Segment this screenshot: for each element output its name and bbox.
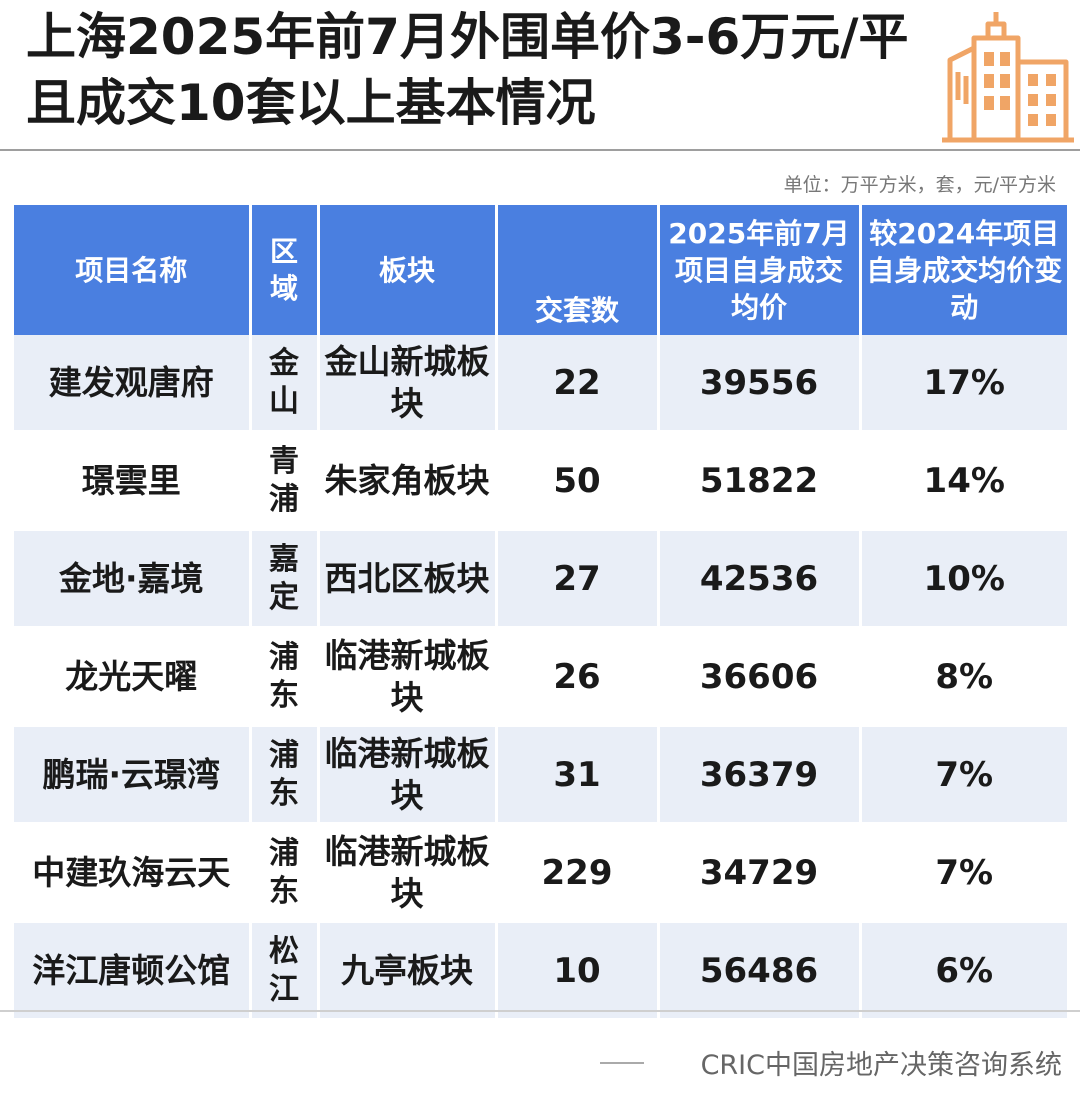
page-title: 上海2025年前7月外围单价3-6万元/平且成交10套以上基本情况 (26, 8, 909, 132)
cell-name: 金地·嘉境 (14, 529, 252, 629)
cell-block: 朱家角板块 (318, 431, 498, 531)
title-divider (0, 149, 1080, 151)
source-dash (600, 1062, 644, 1064)
cell-deals: 31 (496, 725, 660, 825)
cell-district: 嘉定 (250, 529, 320, 629)
cell-district: 松江 (250, 921, 320, 1021)
cell-block: 临港新城板块 (318, 627, 498, 727)
cell-change: 14% (860, 431, 1067, 531)
unit-note: 单位：万平方米，套，元/平方米 (783, 174, 1056, 196)
cell-block: 临港新城板块 (318, 725, 498, 825)
cell-district: 金山 (250, 335, 320, 433)
cell-name: 龙光天曜 (14, 627, 252, 727)
table-row: 鹏瑞·云璟湾 浦东 临港新城板块 31 36379 7% (14, 725, 1067, 825)
cell-change: 8% (860, 627, 1067, 727)
cell-change: 10% (860, 529, 1067, 629)
cell-deals: 27 (496, 529, 660, 629)
table-row: 洋江唐顿公馆 松江 九亭板块 10 56486 6% (14, 921, 1067, 1021)
building-icon (942, 12, 1074, 143)
table-header-row: 项目名称 区域 板块 交套数 2025年前7月项目自身成交均价 较2024年项目… (14, 205, 1067, 335)
cell-avg-price: 34729 (658, 823, 862, 923)
footer-divider (0, 1010, 1080, 1012)
cell-deals: 22 (496, 335, 660, 433)
cell-avg-price: 42536 (658, 529, 862, 629)
cell-name: 洋江唐顿公馆 (14, 921, 252, 1021)
cell-block: 临港新城板块 (318, 823, 498, 923)
cell-avg-price: 36379 (658, 725, 862, 825)
cell-deals: 50 (496, 431, 660, 531)
cell-district: 浦东 (250, 725, 320, 825)
cell-avg-price: 39556 (658, 335, 862, 433)
table-row: 建发观唐府 金山 金山新城板块 22 39556 17% (14, 335, 1067, 433)
header-change: 较2024年项目自身成交均价变动 (860, 205, 1067, 335)
cell-change: 7% (860, 823, 1067, 923)
data-table-container: 项目名称 区域 板块 交套数 2025年前7月项目自身成交均价 较2024年项目… (14, 205, 1067, 1021)
cell-district: 浦东 (250, 823, 320, 923)
header-deals: 交套数 (496, 205, 660, 335)
table-row: 金地·嘉境 嘉定 西北区板块 27 42536 10% (14, 529, 1067, 629)
cell-name: 鹏瑞·云璟湾 (14, 725, 252, 825)
cell-avg-price: 51822 (658, 431, 862, 531)
cell-name: 建发观唐府 (14, 335, 252, 433)
table-row: 龙光天曜 浦东 临港新城板块 26 36606 8% (14, 627, 1067, 727)
cell-change: 17% (860, 335, 1067, 433)
table-row: 中建玖海云天 浦东 临港新城板块 229 34729 7% (14, 823, 1067, 923)
cell-change: 7% (860, 725, 1067, 825)
cell-deals: 229 (496, 823, 660, 923)
cell-name: 璟雲里 (14, 431, 252, 531)
cell-block: 西北区板块 (318, 529, 498, 629)
header-name: 项目名称 (14, 205, 252, 335)
cell-name: 中建玖海云天 (14, 823, 252, 923)
header-block: 板块 (318, 205, 498, 335)
cell-change: 6% (860, 921, 1067, 1021)
cell-avg-price: 36606 (658, 627, 862, 727)
cell-deals: 10 (496, 921, 660, 1021)
table-body: 建发观唐府 金山 金山新城板块 22 39556 17% 璟雲里 青浦 朱家角板… (14, 335, 1067, 1021)
cell-block: 金山新城板块 (318, 335, 498, 433)
cell-block: 九亭板块 (318, 921, 498, 1021)
cell-district: 浦东 (250, 627, 320, 727)
table-row: 璟雲里 青浦 朱家角板块 50 51822 14% (14, 431, 1067, 531)
header-avg-price: 2025年前7月项目自身成交均价 (658, 205, 862, 335)
cell-avg-price: 56486 (658, 921, 862, 1021)
cell-district: 青浦 (250, 431, 320, 531)
header-district: 区域 (250, 205, 320, 335)
cell-deals: 26 (496, 627, 660, 727)
source-credit: CRIC中国房地产决策咨询系统 (700, 1050, 1062, 1081)
data-table: 项目名称 区域 板块 交套数 2025年前7月项目自身成交均价 较2024年项目… (14, 205, 1067, 1021)
